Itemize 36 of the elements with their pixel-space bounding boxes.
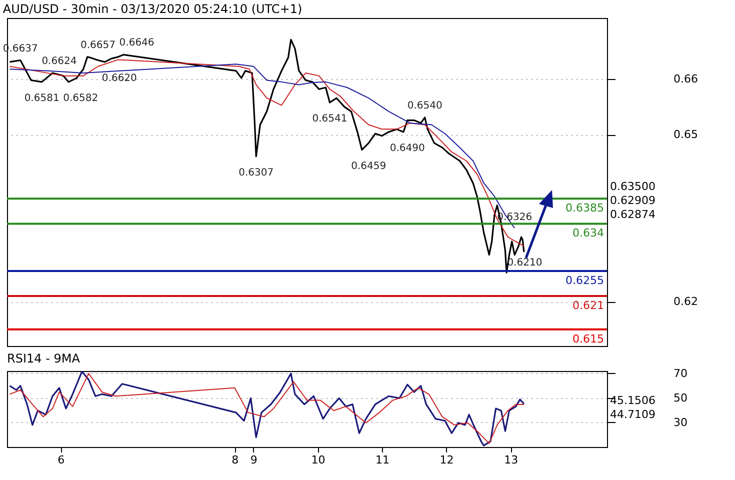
y-tick-label: 30 bbox=[674, 416, 688, 429]
annotation: 0.6582 bbox=[63, 92, 98, 104]
y-tick-label: 50 bbox=[674, 391, 688, 404]
y-tick-label: 0.62 bbox=[674, 295, 698, 308]
annotation: 0.6540 bbox=[407, 100, 442, 112]
ref-line-label: 0.634 bbox=[572, 226, 604, 240]
annotation: 0.6657 bbox=[80, 40, 116, 51]
text: 0.62874 bbox=[610, 208, 656, 222]
annotation: 0.6490 bbox=[390, 142, 425, 154]
annotation: 0.6581 bbox=[24, 92, 60, 104]
x-tick-label: 8 bbox=[232, 454, 239, 466]
ref-line-label: 0.615 bbox=[572, 332, 604, 346]
text: 44.7109 bbox=[610, 408, 656, 422]
x-tick-label: 12 bbox=[440, 454, 454, 466]
annotation: 0.6307 bbox=[238, 167, 274, 178]
annotation: 0.6646 bbox=[119, 38, 154, 49]
x-tick-label: 11 bbox=[376, 454, 390, 466]
text: 45.1506 bbox=[610, 394, 656, 408]
y-tick-label: 70 bbox=[674, 366, 688, 380]
x-tick-label: 10 bbox=[311, 454, 326, 466]
ref-line-label: 0.621 bbox=[572, 298, 604, 312]
text: 0.63500 bbox=[610, 180, 656, 194]
chart-title: AUD/USD - 30min - 03/13/2020 05:24:10 (UTC+1) bbox=[2, 2, 302, 16]
annotation: 0.6624 bbox=[42, 56, 77, 68]
annotation: 0.6459 bbox=[351, 160, 386, 172]
x-tick-label: 13 bbox=[504, 454, 518, 466]
chart-title: RSI14 - 9MA bbox=[7, 351, 81, 366]
ref-line-label: 0.6385 bbox=[566, 202, 604, 215]
x-tick-label: 9 bbox=[250, 454, 258, 466]
annotation: 0.6620 bbox=[102, 72, 137, 84]
ref-line-label: 0.6255 bbox=[566, 274, 604, 287]
y-tick-label: 0.65 bbox=[674, 128, 698, 142]
x-tick-label: 6 bbox=[58, 454, 65, 466]
annotation: 0.6541 bbox=[312, 114, 348, 124]
y-tick-label: 0.66 bbox=[674, 72, 698, 86]
text: 0.62909 bbox=[610, 194, 656, 208]
